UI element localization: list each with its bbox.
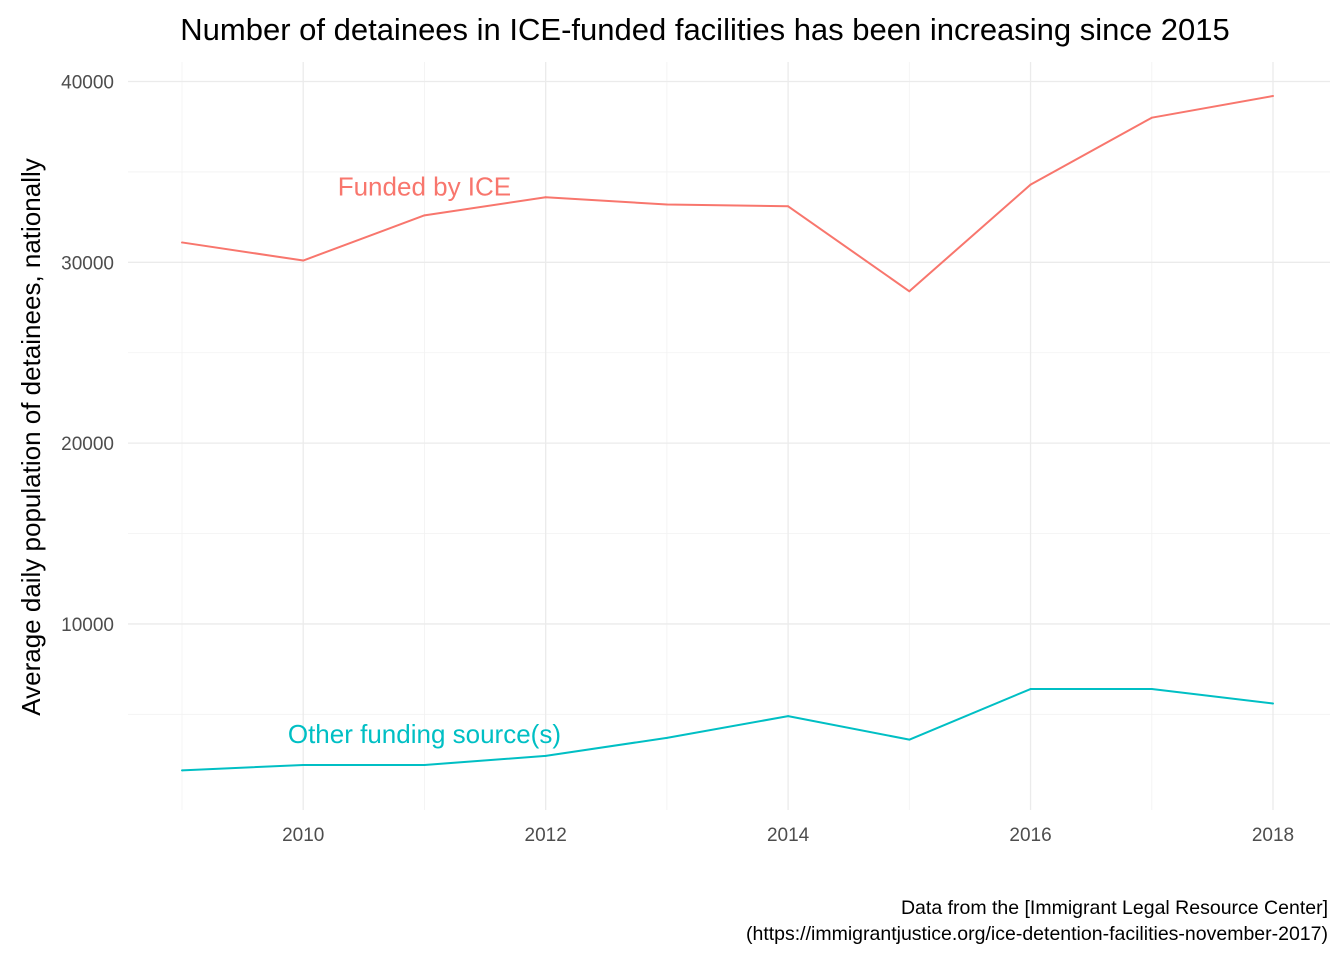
series-1-point-2010	[302, 763, 305, 766]
x-tick-label-2018: 2018	[1252, 825, 1294, 846]
x-tick-label-2010: 2010	[282, 825, 324, 846]
x-axis-ticks: 2010 2012 2014 2016 2018	[282, 825, 1294, 846]
y-tick-label-10000: 10000	[61, 615, 114, 636]
series-labels: Funded by ICE Other funding source(s)	[288, 171, 561, 749]
series-1-point-2016	[1029, 688, 1032, 691]
x-tick-label-2014: 2014	[767, 825, 810, 846]
series-1-point-2018	[1272, 702, 1274, 705]
y-tick-label-30000: 30000	[61, 253, 114, 274]
series-1-point-2015	[908, 738, 911, 741]
series-line-1	[181, 688, 1274, 772]
series-0-point-2009	[181, 241, 183, 244]
series-lines	[181, 95, 1274, 772]
series-label-0: Funded by ICE	[338, 171, 511, 201]
y-tick-label-20000: 20000	[61, 434, 114, 455]
series-1-point-2009	[181, 769, 183, 772]
series-0-point-2011	[423, 214, 426, 217]
y-axis-ticks: 10000 20000 30000 40000	[61, 73, 114, 636]
series-0-point-2015	[908, 290, 911, 293]
series-0-point-2012	[544, 196, 547, 199]
series-label-1: Other funding source(s)	[288, 719, 561, 749]
caption-line-2: (https://immigrantjustice.org/ice-detent…	[746, 923, 1328, 945]
y-tick-label-40000: 40000	[61, 73, 114, 94]
series-1-point-2014	[787, 715, 790, 718]
y-axis-label: Average daily population of detainees, n…	[16, 158, 46, 715]
series-1-point-2013	[665, 736, 668, 739]
grid	[128, 62, 1330, 810]
series-0-point-2017	[1150, 116, 1153, 119]
series-1-point-2012	[544, 754, 547, 757]
series-0-point-2013	[665, 203, 668, 206]
series-1-point-2011	[423, 763, 426, 766]
chart-title: Number of detainees in ICE-funded facili…	[180, 12, 1229, 47]
series-0-point-2010	[302, 259, 305, 262]
series-0-point-2014	[787, 205, 790, 208]
caption-line-1: Data from the [Immigrant Legal Resource …	[901, 897, 1328, 919]
series-1-point-2017	[1150, 688, 1153, 691]
series-line-0	[181, 95, 1274, 293]
x-tick-label-2016: 2016	[1009, 825, 1051, 846]
series-0-point-2018	[1272, 95, 1274, 97]
series-0-point-2016	[1029, 183, 1032, 186]
x-tick-label-2012: 2012	[525, 825, 567, 846]
